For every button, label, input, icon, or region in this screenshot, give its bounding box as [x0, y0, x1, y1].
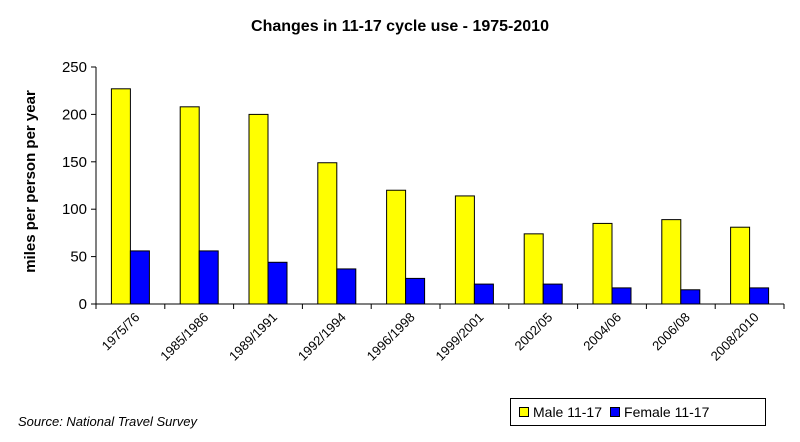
bar-female-3 — [336, 268, 357, 305]
x-tick-label: 1996/1998 — [364, 310, 418, 364]
legend-swatch-female — [610, 407, 621, 417]
legend-label-male: Male 11-17 — [533, 404, 603, 420]
legend: Male 11-17 Female 11-17 — [510, 398, 766, 426]
bar-female-4 — [405, 277, 426, 305]
bar-male-2 — [248, 113, 269, 305]
bar-female-0 — [129, 250, 150, 305]
y-tick-label: 100 — [62, 201, 87, 218]
y-axis-label: miles per person per year — [22, 90, 39, 273]
bar-male-5 — [454, 195, 475, 305]
chart-title: Changes in 11-17 cycle use - 1975-2010 — [251, 18, 549, 35]
bar-male-7 — [592, 222, 613, 305]
y-tick-label: 50 — [70, 249, 87, 266]
legend-label-female: Female 11-17 — [624, 404, 710, 420]
bar-female-5 — [473, 283, 494, 305]
bar-female-6 — [542, 283, 563, 305]
source-note: Source: National Travel Survey — [18, 414, 197, 429]
bar-male-1 — [179, 106, 200, 305]
x-tick-label: 1999/2001 — [432, 310, 486, 364]
x-tick-label: 1975/76 — [99, 310, 143, 354]
x-tick-label: 2008/2010 — [708, 310, 762, 364]
bars — [110, 88, 770, 305]
x-tick-label: 1992/1994 — [295, 310, 349, 364]
y-tick-label: 250 — [62, 59, 87, 76]
x-tick-label: 2004/06 — [580, 310, 624, 354]
y-tick-label: 0 — [79, 296, 87, 313]
bar-male-9 — [730, 226, 751, 305]
x-tick-label: 2002/05 — [511, 310, 555, 354]
bar-male-4 — [386, 189, 407, 305]
bar-female-9 — [749, 287, 770, 305]
bar-male-3 — [317, 162, 338, 305]
bar-male-6 — [523, 233, 544, 305]
legend-swatch-male — [519, 407, 529, 417]
tick-labels: 0 50 100 150 200 250 1975/76 1985/1986 1989/1991… — [62, 59, 762, 364]
legend-item-female: Female 11-17 — [610, 404, 709, 420]
y-tick-label: 150 — [62, 154, 87, 171]
x-tick-label: 2006/08 — [649, 310, 693, 354]
x-tick-label: 1985/1986 — [157, 310, 211, 364]
x-tick-label: 1989/1991 — [226, 310, 280, 364]
legend-item-male: Male 11-17 — [519, 404, 602, 420]
bar-male-0 — [110, 88, 131, 305]
y-tick-label: 200 — [62, 106, 87, 123]
bar-female-7 — [611, 287, 632, 305]
bar-male-8 — [661, 219, 682, 305]
bar-female-8 — [680, 289, 701, 305]
bar-female-1 — [198, 250, 219, 305]
bar-female-2 — [267, 261, 288, 305]
